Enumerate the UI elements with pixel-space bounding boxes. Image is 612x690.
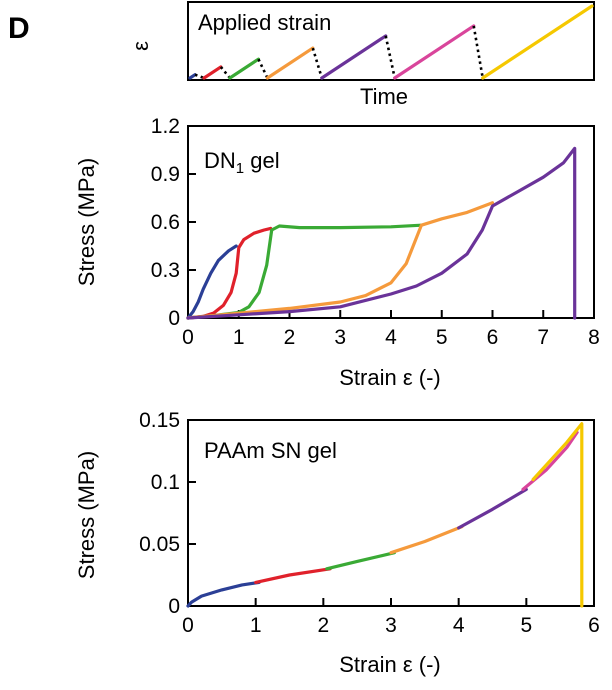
dn-xtick-label: 3	[334, 326, 346, 349]
dn-curve-red	[186, 226, 273, 320]
schedule-ramp-blue	[188, 73, 197, 80]
schedule-title: Applied strain	[198, 10, 331, 35]
dn-ytick-label: 0.6	[151, 211, 180, 234]
schedule-unload	[311, 47, 324, 79]
strain-schedule-panel: Applied strain ε Time	[128, 1, 595, 109]
dn-ytick-label: 1.2	[151, 115, 180, 138]
sn-xtick-label: 2	[317, 614, 329, 637]
sn-gel-panel: PAAm SN gel Stress (MPa) Strain ε (-) 0 1…	[74, 409, 600, 677]
sn-xtick-label: 0	[182, 614, 194, 637]
dn-xlabel: Strain ε (-)	[339, 365, 440, 390]
sn-xtick-label: 5	[520, 614, 532, 637]
sn-curves	[186, 422, 584, 608]
schedule-unload	[472, 25, 485, 79]
schedule-frame	[187, 1, 595, 81]
schedule-ramp-pink	[393, 24, 476, 80]
sn-ytick-label: 0.1	[151, 471, 180, 494]
dn-curve-purple	[186, 146, 577, 320]
sn-ylabel: Stress (MPa)	[74, 451, 99, 579]
schedule-ramp-red	[202, 65, 223, 80]
sn-xtick-label: 4	[453, 614, 465, 637]
dn-title-sub: 1	[236, 160, 244, 177]
schedule-unload	[219, 66, 231, 79]
sn-curve-yellow	[531, 422, 584, 608]
schedule-ylabel: ε	[128, 41, 153, 51]
schedule-ramp-orange	[265, 46, 315, 80]
sn-title: PAAm SN gel	[204, 438, 337, 463]
dn-ytick-label: 0.3	[151, 259, 180, 282]
sn-curve-green	[325, 551, 396, 571]
dn-curve-blue	[186, 244, 238, 320]
sn-ticks: 0 1 2 3 4 5 6 0 0.05 0.1 0.15	[139, 409, 600, 637]
dn-ytick-label: 0.9	[151, 163, 180, 186]
schedule-unload	[384, 35, 396, 79]
sn-curve-orange	[389, 524, 464, 555]
sn-ytick-label: 0.15	[139, 409, 180, 432]
sn-curve-blue	[186, 580, 261, 608]
schedule-unload	[257, 58, 269, 79]
schedule-marks	[188, 4, 594, 80]
schedule-ramp-purple	[320, 34, 388, 80]
dn-curve-orange	[186, 201, 495, 320]
dn-xtick-label: 4	[385, 326, 397, 349]
dn-title-main: DN	[204, 148, 236, 173]
dn-xtick-label: 6	[487, 326, 499, 349]
dn-xtick-label: 8	[588, 326, 600, 349]
sn-xtick-label: 1	[250, 614, 262, 637]
sn-curve-purple	[457, 487, 528, 530]
dn-ytick-label: 0	[168, 307, 180, 330]
dn-xtick-label: 5	[436, 326, 448, 349]
dn-xtick-label: 0	[182, 326, 194, 349]
sn-ytick-label: 0.05	[139, 533, 180, 556]
schedule-xlabel: Time	[360, 84, 408, 109]
dn-xtick-label: 1	[233, 326, 245, 349]
sn-xlabel: Strain ε (-)	[339, 652, 440, 677]
dn-title: DN1 gel	[204, 148, 280, 177]
dn-xtick-label: 2	[284, 326, 296, 349]
sn-xtick-label: 6	[588, 614, 600, 637]
dn-ylabel: Stress (MPa)	[74, 158, 99, 286]
dn-curves	[186, 146, 577, 320]
sn-xtick-label: 3	[385, 614, 397, 637]
dn-xtick-label: 7	[537, 326, 549, 349]
schedule-ramp-yellow	[481, 4, 594, 80]
schedule-ramp-green	[228, 57, 261, 80]
sn-curve-red	[254, 567, 332, 585]
dn-title-suffix: gel	[244, 148, 279, 173]
sn-ytick-label: 0	[168, 595, 180, 618]
panel-letter: D	[8, 12, 30, 45]
